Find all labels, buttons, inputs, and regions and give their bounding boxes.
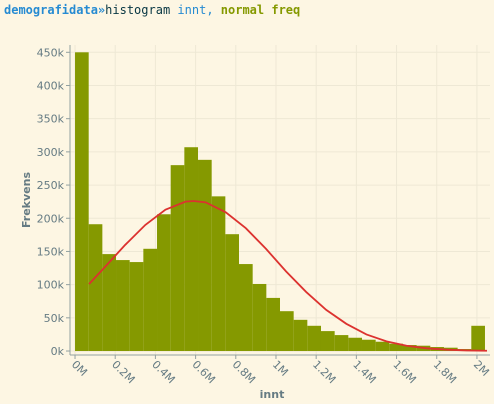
- y-tick-label: 250k: [37, 179, 65, 192]
- bar: [307, 325, 321, 352]
- x-tick-label: 1.4M: [350, 358, 378, 386]
- y-tick-label: 450k: [37, 46, 65, 59]
- y-tick-label: 200k: [37, 212, 65, 225]
- bar: [157, 214, 171, 352]
- normal-curve: [88, 200, 488, 352]
- bar: [143, 248, 158, 352]
- x-tick-label: 0.6M: [189, 358, 217, 386]
- y-axis-label: Frekvens: [20, 172, 33, 228]
- bar: [170, 165, 185, 352]
- bar: [293, 319, 308, 352]
- bar: [375, 341, 390, 352]
- bar: [361, 339, 376, 352]
- command: histogram: [105, 3, 171, 17]
- bar: [402, 345, 417, 352]
- bar: [102, 254, 117, 352]
- x-axis-label: innt: [260, 388, 285, 401]
- bar: [184, 147, 199, 352]
- y-tick-label: 400k: [37, 79, 65, 92]
- y-tick-label: 100k: [37, 279, 65, 292]
- bar: [116, 260, 130, 352]
- y-tick-label: 300k: [37, 146, 65, 159]
- bar: [225, 234, 240, 352]
- bar: [239, 264, 253, 352]
- command-line: demografidata»histogram innt, normal fre…: [4, 3, 300, 17]
- bar: [198, 159, 212, 352]
- x-tick-label: 1M: [270, 358, 291, 379]
- bar: [280, 311, 294, 352]
- x-tick-label: 1.8M: [431, 358, 459, 386]
- bar: [389, 343, 403, 352]
- bar: [129, 262, 144, 352]
- options: normal freq: [220, 3, 301, 17]
- bar: [252, 283, 267, 352]
- bar: [320, 331, 335, 352]
- bar: [75, 52, 89, 352]
- bar: [88, 224, 103, 352]
- y-tick-label: 50k: [44, 312, 65, 325]
- y-tick-label: 0k: [51, 345, 65, 358]
- x-tick-label: 0M: [69, 358, 90, 379]
- x-tick-label: 2M: [471, 358, 492, 379]
- x-tick-label: 0.2M: [109, 358, 137, 386]
- bar: [211, 196, 226, 352]
- bar: [471, 325, 485, 352]
- bar: [334, 335, 349, 352]
- column: innt,: [177, 3, 214, 17]
- x-tick-label: 0.8M: [230, 358, 258, 386]
- bar: [348, 337, 362, 352]
- x-tick-label: 1.2M: [310, 358, 338, 386]
- x-tick-label: 0.4M: [149, 358, 177, 386]
- bar: [266, 297, 280, 352]
- y-tick-label: 350k: [37, 113, 65, 126]
- y-tick-label: 150k: [37, 245, 65, 258]
- dataset: demografidata»: [4, 3, 106, 17]
- x-tick-label: 1.6M: [390, 358, 418, 386]
